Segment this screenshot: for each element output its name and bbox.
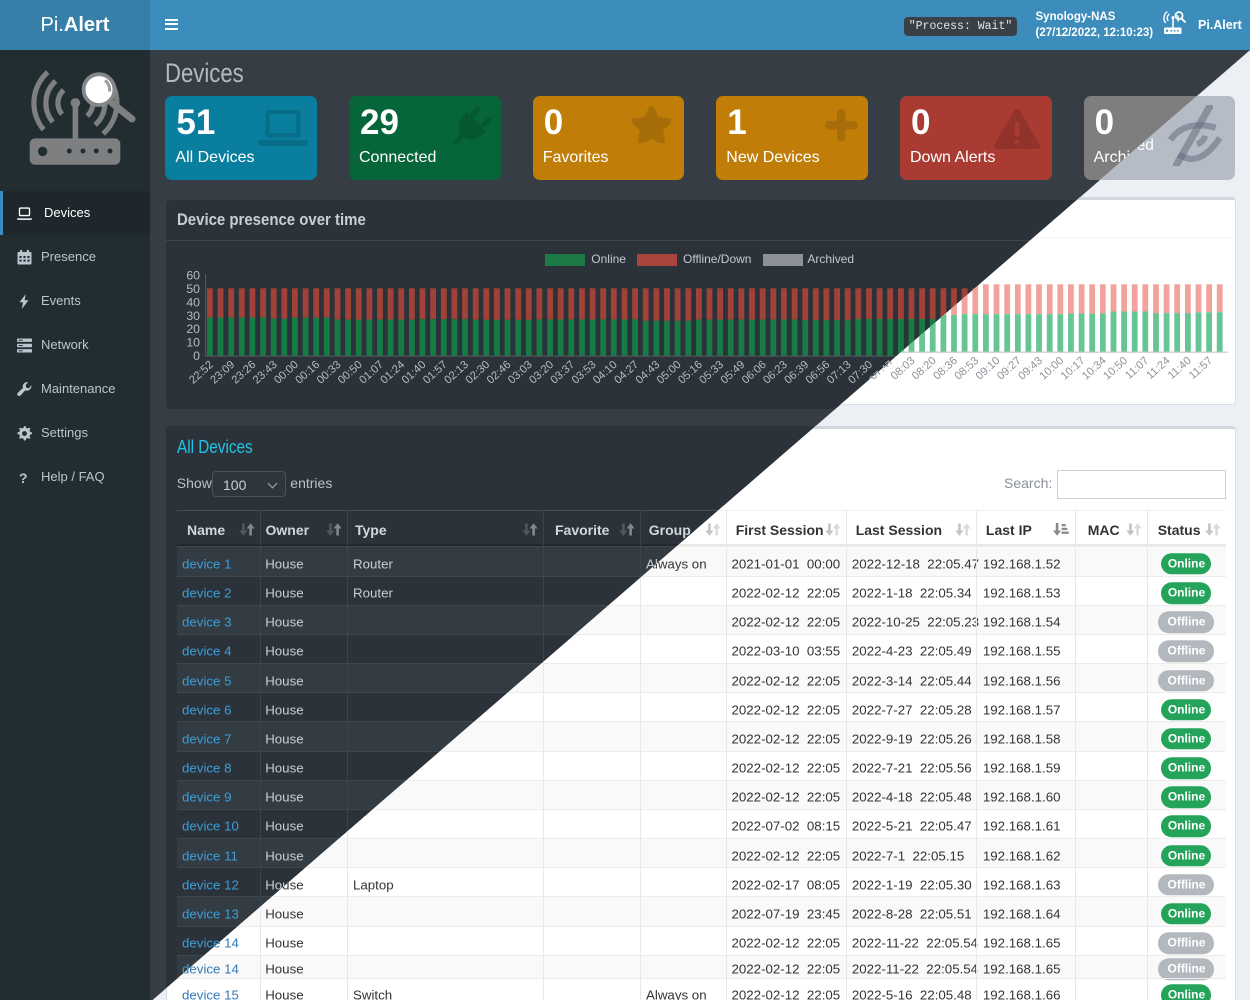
svg-text:20: 20 (186, 322, 200, 336)
svg-text:10:50: 10:50 (1101, 355, 1130, 383)
svg-text:0: 0 (193, 349, 200, 363)
svg-text:10: 10 (186, 335, 200, 349)
svg-text:60: 60 (186, 268, 200, 282)
svg-text:50: 50 (186, 281, 200, 295)
svg-text:11:40: 11:40 (1166, 355, 1194, 382)
svg-text:11:07: 11:07 (1123, 355, 1151, 382)
svg-text:30: 30 (186, 308, 200, 322)
svg-text:40: 40 (186, 295, 200, 309)
svg-text:11:57: 11:57 (1187, 355, 1215, 382)
svg-text:11:24: 11:24 (1144, 355, 1172, 382)
